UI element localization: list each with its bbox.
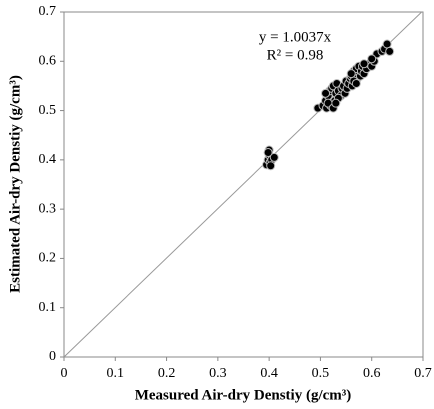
x-axis-title: Measured Air-dry Denstiy (g/cm³) xyxy=(135,387,352,403)
x-tick-label: 0.3 xyxy=(209,366,227,381)
y-axis-title: Estimated Air-dry Denstiy (g/cm³) xyxy=(7,75,23,293)
r-squared: R² = 0.98 xyxy=(267,47,324,63)
point xyxy=(266,161,276,171)
point xyxy=(382,39,392,49)
y-tick-label: 0.1 xyxy=(39,300,57,315)
point xyxy=(269,152,279,162)
point xyxy=(331,98,341,108)
point xyxy=(321,88,331,98)
x-tick-label: 0.2 xyxy=(158,366,176,381)
equation: y = 1.0037x xyxy=(259,29,332,45)
x-tick-label: 0 xyxy=(61,366,68,381)
point xyxy=(346,69,356,79)
y-tick-label: 0.6 xyxy=(39,54,57,69)
x-tick-label: 0.1 xyxy=(107,366,125,381)
y-tick-label: 0.2 xyxy=(39,251,57,266)
point xyxy=(385,46,395,56)
y-tick-label: 0.4 xyxy=(39,152,57,167)
x-tick-label: 0.4 xyxy=(260,366,278,381)
y-tick-label: 0.7 xyxy=(39,4,57,19)
point xyxy=(359,59,369,69)
x-tick-label: 0.7 xyxy=(414,366,432,381)
x-tick-label: 0.5 xyxy=(312,366,330,381)
point xyxy=(367,54,377,64)
point xyxy=(351,78,361,88)
y-tick-label: 0.3 xyxy=(39,201,57,216)
y-tick-label: 0 xyxy=(49,349,56,364)
y-tick-label: 0.5 xyxy=(39,103,57,118)
point xyxy=(263,147,273,157)
x-tick-label: 0.6 xyxy=(363,366,381,381)
plot-frame xyxy=(63,11,424,358)
